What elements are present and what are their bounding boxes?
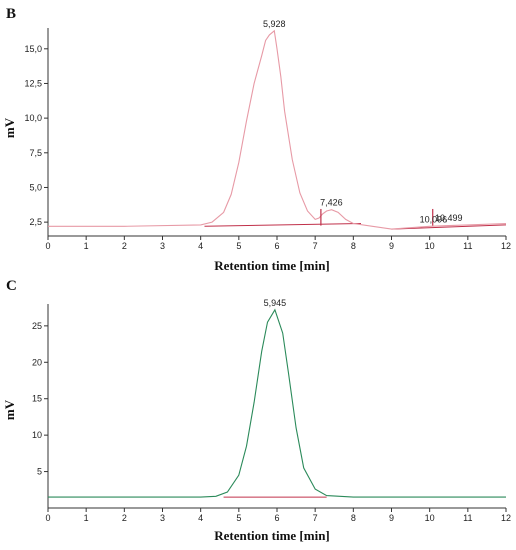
signal-trace: [48, 308, 506, 498]
y-axis-title-b: mV: [2, 117, 17, 138]
peak-label: 10,096: [420, 214, 448, 224]
y-tick-label: 12,5: [24, 78, 42, 88]
panel-letter-b: B: [6, 6, 16, 22]
x-tick-label: 7: [313, 513, 318, 523]
plot-area-b: 0 1 2 3 4 5 6 7 8 9 10 11 122,55,07,510,012,515,05,9…: [24, 19, 511, 251]
peak-label: 5,928: [263, 19, 286, 29]
y-tick-label: 25: [32, 321, 42, 331]
x-tick-label: 3: [160, 513, 165, 523]
x-tick-label: 1: [84, 241, 89, 251]
peak-label: 10,499: [435, 213, 463, 223]
y-axis-title-c: mV: [2, 399, 17, 420]
x-tick-label: 6: [274, 241, 279, 251]
y-tick-label: 2,5: [29, 217, 42, 227]
x-tick-label: 12: [501, 241, 511, 251]
x-tick-label: 5: [236, 241, 241, 251]
x-axis-title-b: Retention time [min]: [214, 258, 330, 273]
y-tick-label: 10: [32, 430, 42, 440]
x-tick-label: 0: [45, 513, 50, 523]
x-tick-label: 2: [122, 241, 127, 251]
x-tick-label: 12: [501, 513, 511, 523]
x-tick-label: 11: [463, 241, 472, 251]
y-tick-label: 15: [32, 394, 42, 404]
y-tick-label: 15,0: [24, 44, 42, 54]
x-axis-title-c: Retention time [min]: [214, 528, 330, 543]
peak-label: 7,426: [320, 198, 343, 208]
panel-b: B 0 1 2 3 4 5 6 7 8 9 10 11 122,55,07,510,012,515,05…: [2, 6, 511, 273]
x-tick-label: 4: [198, 513, 203, 523]
x-tick-label: 9: [389, 513, 394, 523]
x-tick-label: 3: [160, 241, 165, 251]
x-tick-label: 7: [313, 241, 318, 251]
x-tick-label: 11: [463, 513, 472, 523]
panel-letter-c: C: [6, 278, 17, 294]
x-tick-label: 8: [351, 241, 356, 251]
y-tick-label: 5: [37, 467, 42, 477]
y-tick-label: 20: [32, 357, 42, 367]
x-tick-label: 6: [274, 513, 279, 523]
x-tick-label: 2: [122, 513, 127, 523]
x-tick-label: 10: [425, 241, 435, 251]
y-tick-label: 5,0: [29, 182, 42, 192]
y-tick-label: 10,0: [24, 113, 42, 123]
x-tick-label: 8: [351, 513, 356, 523]
signal-trace: [48, 29, 507, 230]
x-tick-label: 0: [45, 241, 50, 251]
x-tick-label: 5: [236, 513, 241, 523]
y-tick-label: 7,5: [29, 148, 42, 158]
integration-baseline: [204, 223, 361, 227]
x-tick-label: 1: [84, 513, 89, 523]
peak-label: 5,945: [264, 298, 287, 308]
x-tick-label: 9: [389, 241, 394, 251]
x-tick-label: 10: [425, 513, 435, 523]
x-tick-label: 4: [198, 241, 203, 251]
integration-baseline: [391, 224, 507, 230]
